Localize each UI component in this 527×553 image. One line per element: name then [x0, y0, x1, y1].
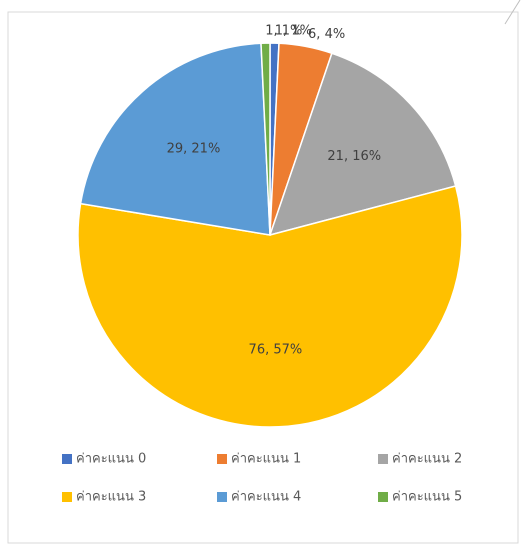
legend-label: ค่าคะแนน 2	[392, 452, 462, 467]
legend-label: ค่าคะแนน 1	[231, 452, 301, 467]
legend-label: ค่าคะแนน 3	[76, 490, 146, 505]
legend-swatch	[378, 492, 388, 502]
legend-label: ค่าคะแนน 5	[392, 490, 462, 505]
legend-label: ค่าคะแนน 4	[231, 490, 301, 505]
pie-slice	[79, 42, 271, 236]
legend-swatch	[62, 492, 72, 502]
data-label: 21, 16%	[327, 149, 381, 164]
legend-swatch	[217, 454, 227, 464]
legend-label: ค่าคะแนน 0	[76, 452, 146, 467]
data-label: 1, 1%	[275, 24, 312, 39]
legend-swatch	[62, 454, 72, 464]
data-label: 1, 1%	[265, 24, 302, 39]
pie-slice	[77, 185, 463, 428]
pie-slice	[260, 42, 271, 236]
data-label: 29, 21%	[167, 141, 221, 156]
legend-swatch	[378, 454, 388, 464]
pie-slice	[268, 52, 457, 237]
data-label: 6, 4%	[308, 27, 345, 42]
data-label: 76, 57%	[249, 343, 303, 358]
corner-line	[504, 0, 521, 25]
legend-swatch	[217, 492, 227, 502]
